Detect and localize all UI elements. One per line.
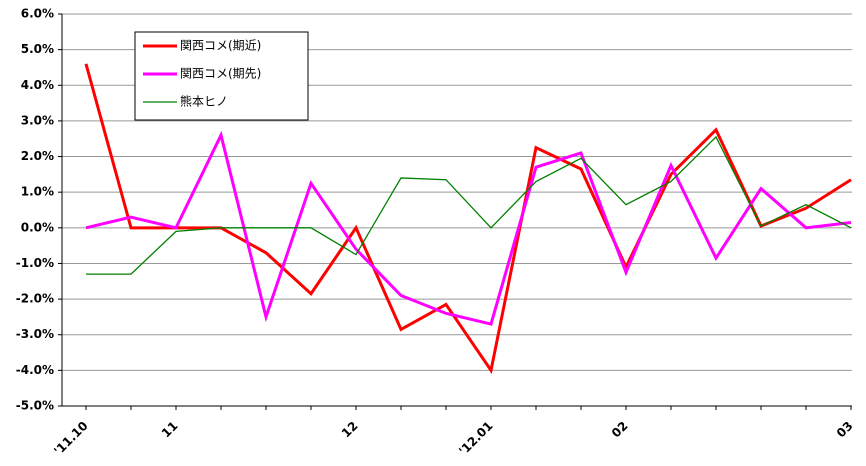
x-tick-label: 12 <box>339 419 361 441</box>
x-tick-label: 11 <box>159 419 181 441</box>
y-tick-label: 2.0% <box>21 149 54 163</box>
y-tick-label: -3.0% <box>16 327 54 341</box>
legend-label: 関西コメ(期先) <box>180 67 261 81</box>
y-tick-label: 3.0% <box>21 113 54 127</box>
y-tick-label: -4.0% <box>16 363 54 377</box>
x-tick-label: 03 <box>834 419 856 441</box>
x-tick-label: 02 <box>609 419 631 441</box>
y-tick-label: -1.0% <box>16 256 54 270</box>
y-tick-label: 6.0% <box>21 7 54 21</box>
series-line <box>86 135 852 275</box>
x-tick-label: '12.01 <box>456 419 495 458</box>
y-tick-label: -2.0% <box>16 292 54 306</box>
legend-label: 熊本ヒノ <box>180 94 228 109</box>
y-tick-label: -5.0% <box>16 399 54 413</box>
legend-label: 関西コメ(期近) <box>180 39 261 53</box>
series-line <box>85 130 852 326</box>
y-tick-label: 1.0% <box>21 185 54 199</box>
x-tick-label: '11.10 <box>51 419 90 458</box>
y-tick-label: 5.0% <box>21 42 54 56</box>
y-tick-label: 0.0% <box>21 220 54 234</box>
y-tick-label: 4.0% <box>21 78 54 92</box>
